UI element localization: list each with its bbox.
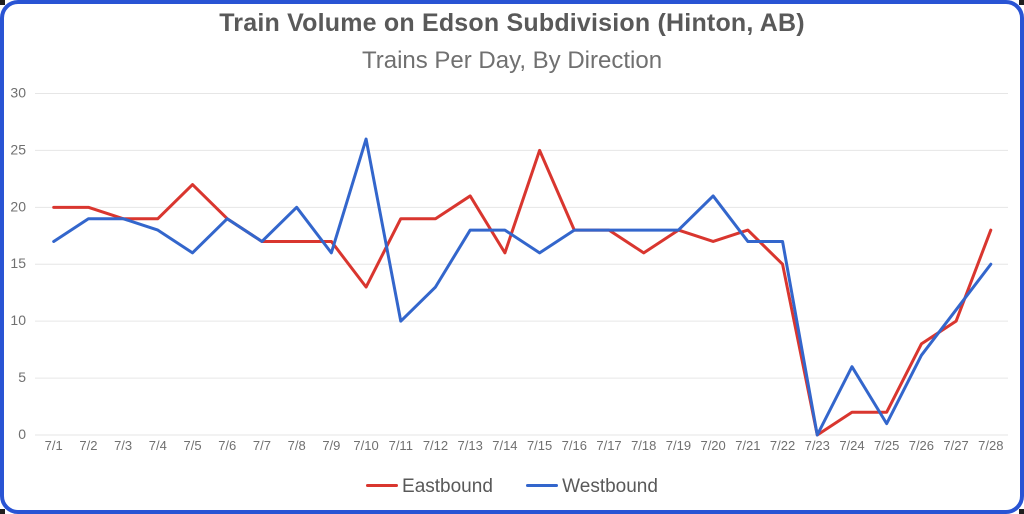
svg-text:7/5: 7/5 (183, 438, 201, 453)
svg-text:7/27: 7/27 (943, 438, 968, 453)
svg-text:30: 30 (10, 84, 26, 100)
svg-text:7/28: 7/28 (978, 438, 1003, 453)
svg-text:7/23: 7/23 (805, 438, 830, 453)
svg-text:7/12: 7/12 (423, 438, 448, 453)
svg-text:7/16: 7/16 (562, 438, 587, 453)
svg-text:15: 15 (10, 255, 26, 271)
svg-text:7/17: 7/17 (596, 438, 621, 453)
svg-text:7/7: 7/7 (253, 438, 271, 453)
svg-text:7/26: 7/26 (909, 438, 934, 453)
svg-text:7/3: 7/3 (114, 438, 132, 453)
svg-text:7/22: 7/22 (770, 438, 795, 453)
svg-text:7/21: 7/21 (735, 438, 760, 453)
svg-text:25: 25 (10, 141, 26, 157)
svg-text:7/10: 7/10 (353, 438, 378, 453)
svg-text:7/8: 7/8 (288, 438, 306, 453)
svg-text:20: 20 (10, 198, 26, 214)
svg-text:10: 10 (10, 312, 26, 328)
svg-text:7/6: 7/6 (218, 438, 236, 453)
svg-text:7/1: 7/1 (45, 438, 63, 453)
svg-text:7/9: 7/9 (322, 438, 340, 453)
svg-text:7/19: 7/19 (666, 438, 691, 453)
svg-text:7/18: 7/18 (631, 438, 656, 453)
svg-text:7/4: 7/4 (149, 438, 167, 453)
svg-text:0: 0 (18, 426, 26, 442)
svg-text:7/24: 7/24 (839, 438, 864, 453)
svg-text:7/2: 7/2 (79, 438, 97, 453)
svg-text:7/25: 7/25 (874, 438, 899, 453)
svg-text:7/15: 7/15 (527, 438, 552, 453)
svg-text:5: 5 (18, 369, 26, 385)
svg-text:7/13: 7/13 (458, 438, 483, 453)
svg-text:7/11: 7/11 (389, 438, 413, 453)
svg-text:7/20: 7/20 (700, 438, 725, 453)
svg-text:7/14: 7/14 (492, 438, 517, 453)
